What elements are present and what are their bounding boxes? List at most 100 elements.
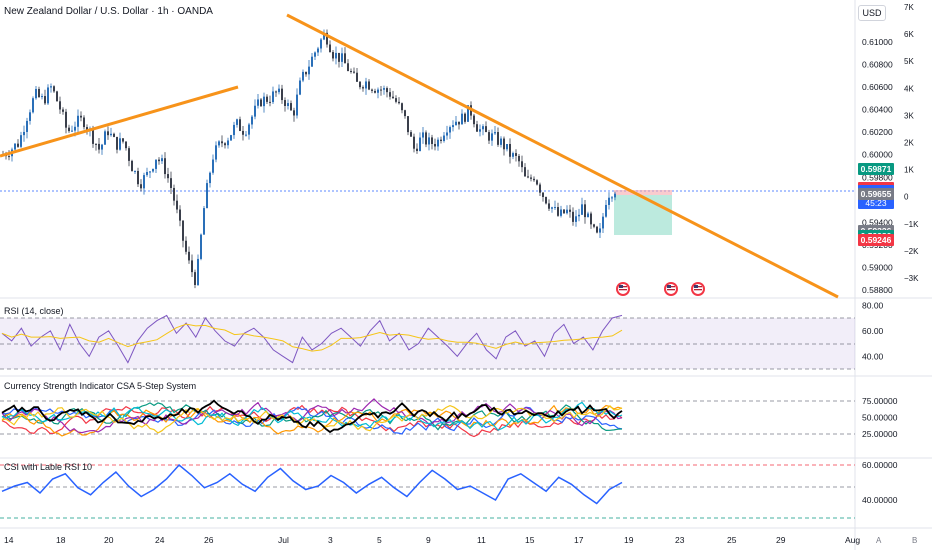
- candle-body: [578, 214, 580, 217]
- support-trendline[interactable]: [0, 85, 239, 158]
- candle-body: [572, 211, 574, 222]
- price-tag: 0.59246: [858, 233, 894, 246]
- left-axis-tick-label: −2K: [904, 247, 919, 256]
- candle-body: [437, 139, 439, 147]
- candle-body: [329, 44, 331, 53]
- candle-body: [122, 138, 124, 142]
- auto-scale-button[interactable]: A: [876, 536, 882, 545]
- candle-body: [185, 240, 187, 252]
- candle-body: [521, 161, 523, 168]
- rsi-axis: 80.00 60.00 40.00: [862, 300, 884, 361]
- candle-body: [311, 56, 313, 67]
- candle-body: [14, 143, 16, 150]
- candle-body: [44, 96, 46, 104]
- candle-body: [152, 168, 154, 172]
- candle-body: [551, 207, 553, 209]
- candle-body: [548, 203, 550, 209]
- us-flag-icon[interactable]: [616, 282, 630, 296]
- candle-body: [83, 117, 85, 128]
- candle-body: [65, 111, 67, 128]
- candle-body: [557, 207, 559, 216]
- candle-body: [218, 141, 220, 146]
- candle-body: [245, 134, 247, 136]
- candle-body: [596, 226, 598, 233]
- candle-body: [395, 98, 397, 102]
- candle-body: [17, 143, 19, 147]
- candle-body: [194, 272, 196, 285]
- currency-strength-line: [1, 404, 623, 438]
- candle-body: [464, 113, 466, 122]
- candle-body: [191, 260, 193, 273]
- candle-body: [26, 120, 28, 132]
- candle-body: [221, 141, 223, 144]
- candle-body: [146, 172, 148, 176]
- time-tick-label: 5: [377, 535, 382, 545]
- candle-body: [449, 127, 451, 133]
- price-pane: New Zealand Dollar / U.S. Dollar · 1h · …: [0, 3, 919, 299]
- currency-button[interactable]: USD: [858, 5, 886, 21]
- candle-body: [569, 209, 571, 212]
- candle-body: [236, 119, 238, 125]
- candle-body: [431, 137, 433, 144]
- time-tick-label: 20: [104, 535, 114, 545]
- log-scale-button[interactable]: B: [912, 536, 917, 545]
- event-flags[interactable]: [616, 282, 705, 296]
- price-tick-label: 0.59400: [862, 217, 893, 227]
- candle-body: [332, 52, 334, 59]
- candle-body: [20, 135, 22, 147]
- candles: [2, 29, 616, 289]
- candle-body: [599, 228, 601, 233]
- candle-body: [170, 178, 172, 188]
- candle-body: [389, 92, 391, 97]
- rsi-tick-label: 60.00: [862, 326, 884, 336]
- candle-body: [59, 101, 61, 110]
- price-tick-label: 0.60600: [862, 82, 893, 92]
- candle-body: [611, 197, 613, 199]
- candle-body: [125, 141, 127, 149]
- resistance-trendline[interactable]: [286, 13, 839, 299]
- candle-body: [77, 115, 79, 127]
- rsi-pane: RSI (14, close) 80.00 60.00 40.00: [0, 300, 884, 370]
- candle-body: [50, 86, 52, 88]
- candle-body: [98, 143, 100, 150]
- candle-body: [452, 125, 454, 128]
- csa-tick-label: 75.00000: [862, 396, 898, 406]
- price-tick-label: 0.61000: [862, 37, 893, 47]
- csi-line: [1, 463, 623, 505]
- csa-tick-label: 50.00000: [862, 413, 898, 423]
- candle-body: [251, 116, 253, 125]
- csi-tick-label: 60.00000: [862, 460, 898, 470]
- csa-tick-label: 25.00000: [862, 429, 898, 439]
- candle-body: [593, 224, 595, 227]
- candle-body: [446, 132, 448, 136]
- candle-body: [80, 115, 82, 118]
- rsi-ma-line: [1, 323, 623, 352]
- candle-body: [368, 81, 370, 90]
- left-axis-tick-label: 2K: [904, 139, 914, 148]
- candle-body: [485, 126, 487, 133]
- candle-body: [503, 138, 505, 150]
- candle-body: [530, 177, 532, 179]
- csa-title: Currency Strength Indicator CSA 5-Step S…: [4, 381, 196, 391]
- candle-body: [422, 132, 424, 138]
- candle-body: [563, 209, 565, 214]
- us-flag-icon[interactable]: [664, 282, 678, 296]
- time-axis[interactable]: 14 18 20 24 26 Jul 3 5 9 11 15 17 19 23 25 29 Aug: [4, 535, 860, 545]
- candle-body: [257, 99, 259, 106]
- candle-body: [203, 208, 205, 235]
- time-tick-label: 23: [675, 535, 685, 545]
- candle-body: [488, 132, 490, 141]
- us-flag-icon[interactable]: [691, 282, 705, 296]
- candle-body: [515, 153, 517, 156]
- candle-body: [428, 137, 430, 145]
- candle-body: [242, 130, 244, 135]
- candle-body: [29, 112, 31, 121]
- time-tick-label: Jul: [278, 535, 289, 545]
- candle-body: [527, 176, 529, 178]
- time-tick-label: 26: [204, 535, 214, 545]
- candle-body: [410, 132, 412, 137]
- candle-body: [206, 183, 208, 209]
- candle-body: [275, 91, 277, 93]
- candle-body: [584, 204, 586, 218]
